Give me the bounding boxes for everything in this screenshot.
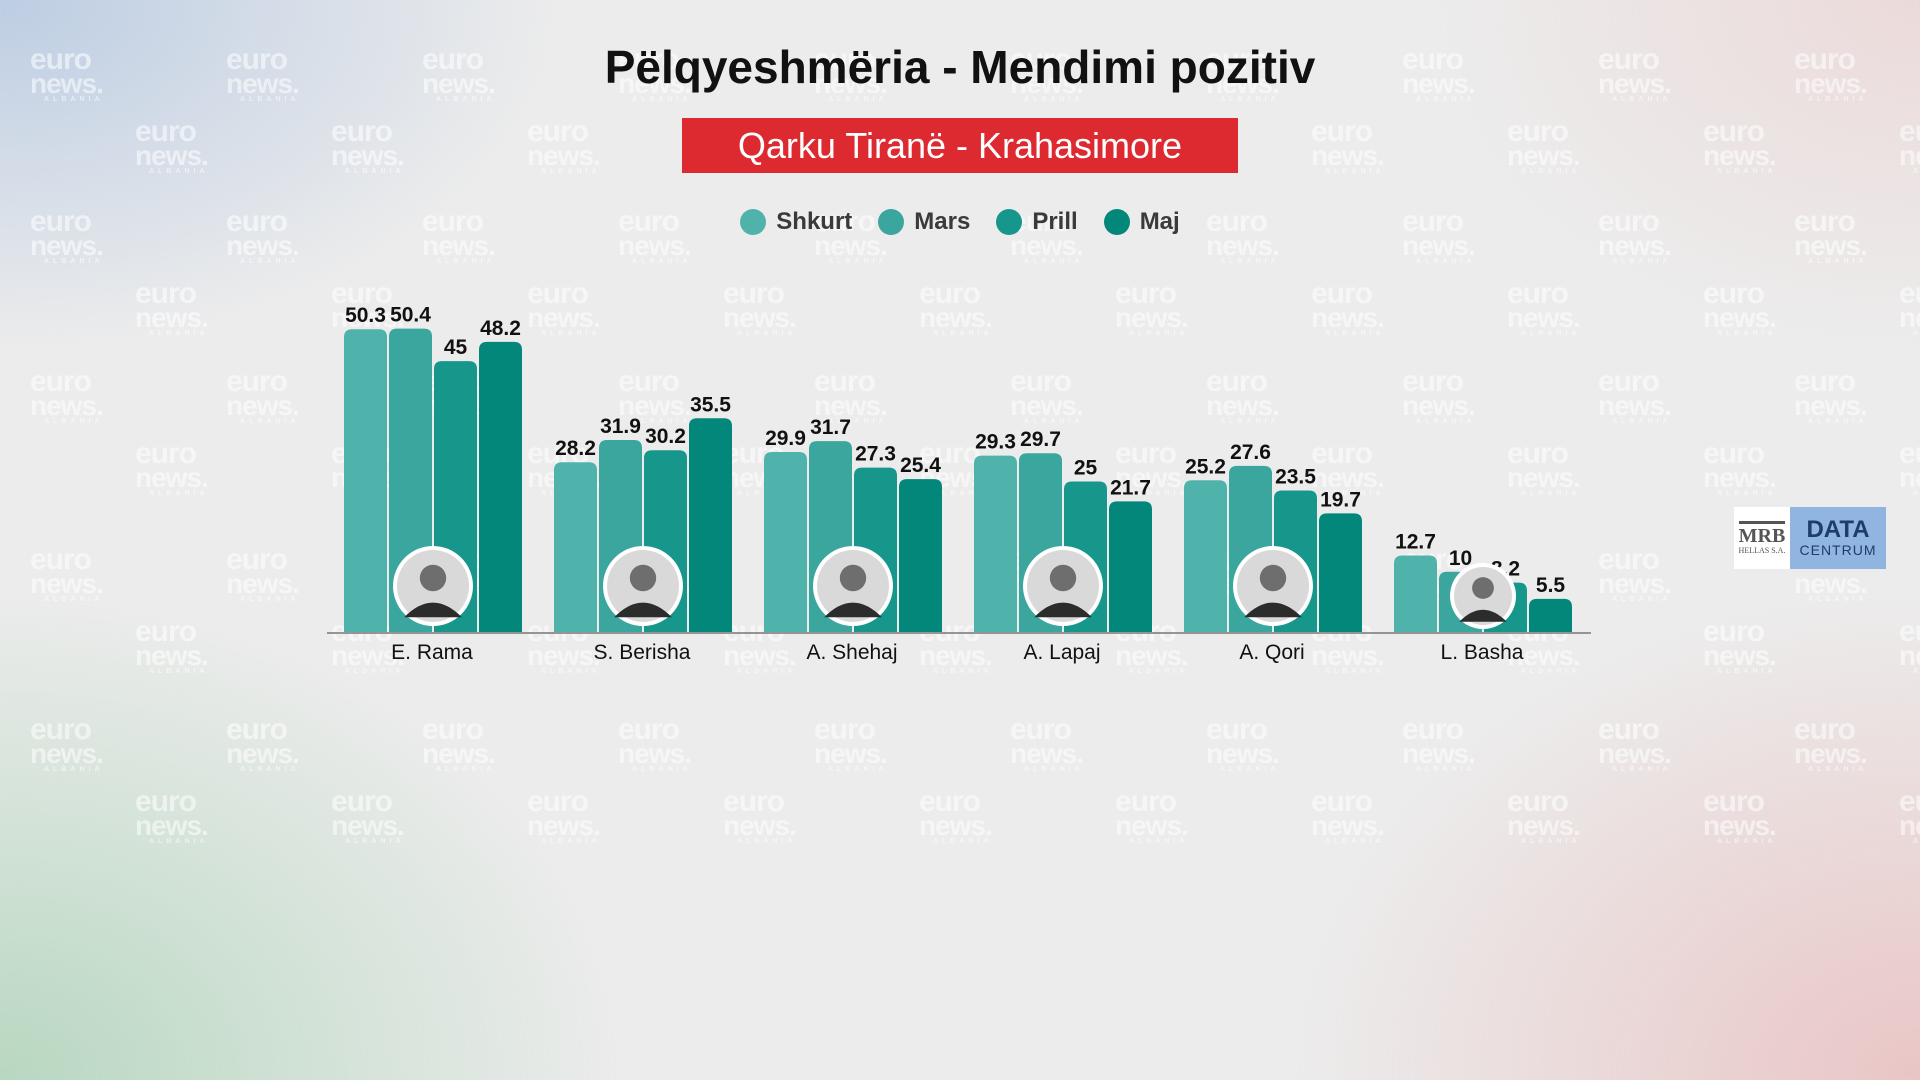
legend-label-prill: Prill <box>1032 208 1078 235</box>
legend-label-mars: Mars <box>914 208 971 235</box>
data-label: 25.2 <box>1185 455 1226 478</box>
data-label: 48.2 <box>480 317 521 340</box>
bar <box>764 452 807 632</box>
legend-swatch-shkurt <box>740 209 767 235</box>
mrb-logo: MRB HELLAS S.A. <box>1734 507 1790 569</box>
data-label: 27.3 <box>855 443 896 466</box>
portrait-shoulders <box>614 602 672 618</box>
legend-item-maj: Maj <box>1103 208 1180 236</box>
category-label: A. Shehaj <box>806 641 897 664</box>
portrait-shoulders <box>1034 602 1092 618</box>
mrb-data-centrum-logo: MRB HELLAS S.A. DATA CENTRUM <box>1734 507 1886 569</box>
data-label: 28.2 <box>555 437 596 460</box>
legend-item-prill: Prill <box>996 208 1078 236</box>
bar-group: 25.227.623.519.7 A. Qori <box>1184 441 1362 664</box>
bar <box>1529 598 1572 632</box>
data-centrum-logo-centrum: CENTRUM <box>1799 542 1877 558</box>
category-label: L. Basha <box>1441 641 1524 664</box>
data-label: 12.7 <box>1395 531 1436 554</box>
data-label: 21.7 <box>1110 476 1151 499</box>
data-label: 25.4 <box>900 454 941 477</box>
portrait-shoulders <box>404 602 462 618</box>
bar <box>899 479 942 632</box>
legend-label-maj: Maj <box>1139 208 1180 235</box>
chart-legend: Shkurt Mars Prill Maj <box>0 208 1920 236</box>
portrait-head <box>1049 564 1077 592</box>
data-label: 45 <box>444 336 468 359</box>
category-label: E. Rama <box>391 641 473 664</box>
data-label: 5.5 <box>1536 574 1566 597</box>
portrait-photo <box>1450 563 1516 629</box>
bar <box>344 329 387 632</box>
data-centrum-logo-data: DATA <box>1806 516 1870 543</box>
data-label: 19.7 <box>1320 488 1361 511</box>
portrait-head <box>419 564 447 592</box>
bar-group: 28.231.9 30.235.5 S. Berisha <box>554 393 732 664</box>
data-label: 29.9 <box>765 427 806 450</box>
data-centrum-logo: DATA CENTRUM <box>1790 507 1886 569</box>
data-label: 23.5 <box>1275 466 1316 489</box>
bar <box>974 455 1017 632</box>
bar <box>1184 480 1227 632</box>
data-label: 30.2 <box>645 425 686 448</box>
portrait-head <box>839 564 867 592</box>
mrb-logo-text: MRB <box>1738 520 1786 546</box>
portrait-photo <box>1233 546 1313 626</box>
bar <box>689 418 732 632</box>
legend-item-shkurt: Shkurt <box>740 208 852 236</box>
bar <box>1109 501 1152 632</box>
bar-group: 29.3 29.7 25 21.7 A. Lapaj <box>974 428 1152 664</box>
data-label: 31.9 <box>600 415 641 438</box>
portrait-photo <box>603 546 683 626</box>
portrait-head <box>629 564 657 592</box>
portrait-head <box>1472 577 1494 599</box>
chart-title: Pëlqyeshmëria - Mendimi pozitiv <box>604 41 1316 93</box>
legend-swatch-maj <box>1103 209 1130 235</box>
portrait-shoulders <box>1244 602 1302 618</box>
mrb-logo-hellas: HELLAS S.A. <box>1738 545 1786 555</box>
portrait-photo <box>1023 546 1103 626</box>
data-label: 29.7 <box>1020 428 1061 451</box>
bar <box>1394 555 1437 632</box>
bar-group: 29.9 31.727.3 25.4 A. Shehaj <box>764 416 942 664</box>
data-label: 27.6 <box>1230 441 1271 464</box>
bar-group: 50.3 50.4 45 48.2 E. Rama <box>344 304 522 664</box>
legend-label-shkurt: Shkurt <box>776 208 853 235</box>
data-label: 10 <box>1449 547 1472 570</box>
data-label: 31.7 <box>810 416 851 439</box>
data-label: 50.3 <box>345 304 386 327</box>
legend-swatch-prill <box>996 209 1023 235</box>
category-label: A. Qori <box>1239 641 1304 664</box>
portrait-photo <box>393 546 473 626</box>
portrait-shoulders <box>824 602 882 618</box>
category-label: A. Lapaj <box>1023 641 1100 664</box>
data-label: 35.5 <box>690 393 731 416</box>
legend-item-mars: Mars <box>878 208 970 236</box>
chart-subtitle-badge: Qarku Tiranë - Krahasimore <box>682 118 1238 173</box>
bar <box>554 462 597 632</box>
portrait-photo <box>813 546 893 626</box>
data-label: 25 <box>1074 457 1098 480</box>
category-label: S. Berisha <box>594 641 691 664</box>
data-label: 29.3 <box>975 431 1016 454</box>
portrait-shoulders <box>1459 609 1507 622</box>
bar <box>1319 513 1362 632</box>
bar <box>479 341 522 632</box>
legend-swatch-mars <box>878 209 905 235</box>
portrait-head <box>1259 564 1287 592</box>
bar-group: 12.710 8.25.5L. Basha <box>1394 531 1572 664</box>
data-label: 50.4 <box>390 304 431 327</box>
